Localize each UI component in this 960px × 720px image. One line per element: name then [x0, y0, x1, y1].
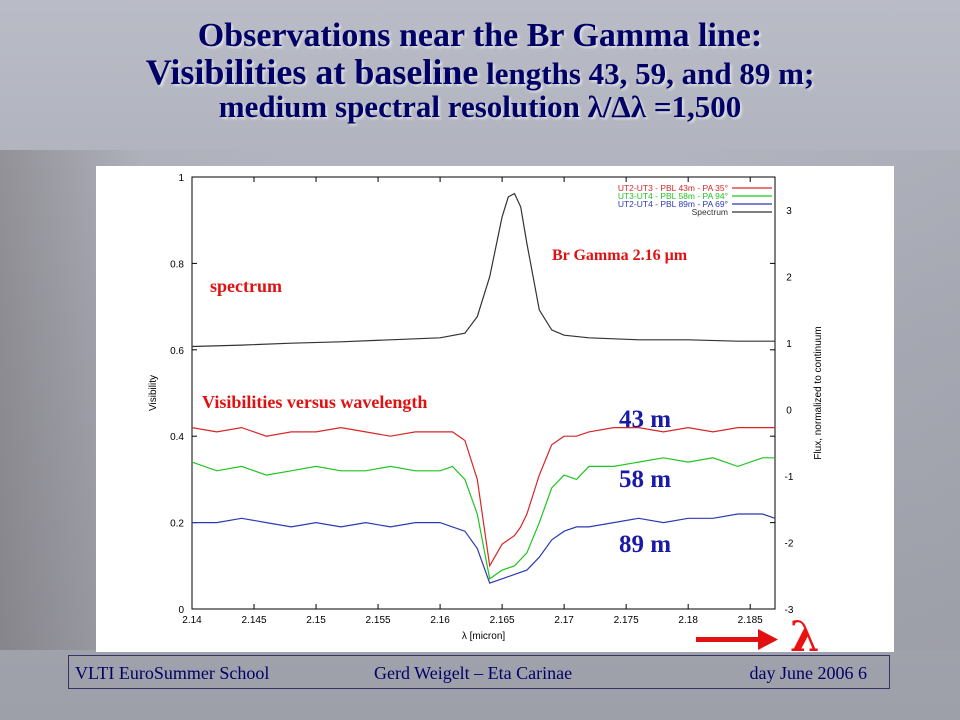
y2-tick-label: 2: [786, 273, 792, 284]
y2-axis-label: Flux, normalized to continuum: [813, 326, 824, 459]
title-line-1: Observations near the Br Gamma line:: [197, 17, 763, 54]
x-tick-label: 2.18: [678, 615, 698, 626]
chart-panel: 0 0.2 0.4 0.6 0.8 1 -3 -2 -1 0 1 2 3 2.14 2.145 2.15 2.1…: [96, 166, 894, 652]
y-axis-label: Visibility: [148, 375, 159, 411]
series-line-1: [191, 457, 775, 580]
x-tick-label: 2.185: [738, 615, 763, 626]
y-tick-label: 1: [178, 173, 184, 184]
y-tick-label: 0.4: [170, 432, 184, 443]
brgamma-annotation: Br Gamma 2.16 µm: [552, 247, 688, 264]
y-tick-label: 0.6: [170, 346, 184, 357]
baseline-58m-label: 58 m: [619, 466, 671, 493]
y-tick-label: 0.8: [170, 259, 184, 270]
series-line-2: [192, 513, 776, 584]
legend-label: UT2-UT4 - PBL 89m - PA 69°: [618, 199, 728, 209]
footer-left: VLTI EuroSummer School: [75, 663, 270, 683]
y-tick-label: 0: [178, 605, 184, 616]
legend-label: Spectrum: [692, 207, 728, 217]
y2-tick-label: 0: [786, 406, 792, 417]
spectrum-annotation: spectrum: [210, 276, 282, 296]
x-tick-label: 2.175: [614, 615, 639, 626]
visibilities-annotation: Visibilities versus wavelength: [202, 392, 427, 412]
title-line-2: Visibilities at baseline lengths 43, 59,…: [0, 51, 960, 92]
x-axis-label: λ [micron]: [462, 631, 506, 642]
wavelength-arrow-icon: [696, 629, 778, 650]
footer-center: Gerd Weigelt – Eta Carinae: [374, 663, 573, 683]
y2-tick-label: 3: [786, 206, 792, 217]
title-line-2-big: Visibilities at baseline: [145, 51, 479, 92]
x-tick-label: 2.165: [490, 615, 515, 626]
lambda-symbol: λ: [790, 612, 820, 661]
series-line-0: [191, 426, 775, 568]
series-line-3: [191, 192, 775, 348]
y-tick-label: 0.2: [170, 519, 184, 530]
y2-tick-label: 1: [786, 339, 792, 350]
x-tick-label: 2.17: [554, 615, 574, 626]
legend-label: UT2-UT3 - PBL 43m - PA 35°: [618, 183, 728, 193]
slide-title: Observations near the Br Gamma line: Vis…: [0, 18, 960, 124]
visibility-chart: 0 0.2 0.4 0.6 0.8 1 -3 -2 -1 0 1 2 3 2.14 2.145 2.15 2.1…: [148, 173, 824, 642]
y2-tick-label: -2: [785, 539, 794, 550]
legend-label: UT3-UT4 - PBL 58m - PA 94°: [618, 191, 728, 201]
title-line-3: medium spectral resolution λ/Δλ =1,500: [218, 89, 742, 125]
baseline-43m-label: 43 m: [619, 406, 671, 433]
plot-frame: [191, 176, 776, 610]
x-tick-label: 2.16: [430, 615, 450, 626]
footer-bar: VLTI EuroSummer School Gerd Weigelt – Et…: [68, 655, 890, 689]
y2-tick-label: -1: [785, 472, 794, 483]
x-tick-label: 2.15: [306, 615, 326, 626]
x-tick-label: 2.155: [366, 615, 391, 626]
title-line-2-small: lengths 43, 59, and 89 m;: [478, 55, 815, 91]
baseline-89m-label: 89 m: [619, 531, 671, 558]
x-tick-label: 2.145: [242, 615, 267, 626]
y2-tick-label: -3: [785, 605, 794, 616]
footer-right: day June 2006 6: [749, 663, 867, 683]
x-tick-label: 2.14: [182, 615, 202, 626]
